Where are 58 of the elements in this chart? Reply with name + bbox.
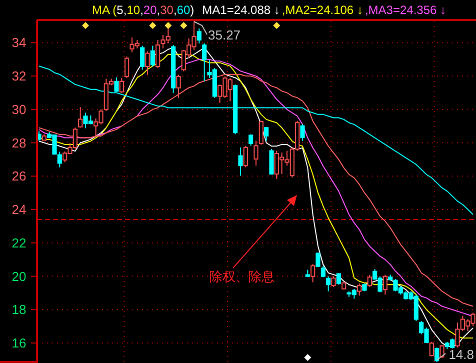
candlestick [382, 274, 388, 296]
candlestick [42, 134, 46, 142]
candlestick [388, 274, 393, 282]
candlestick [342, 282, 346, 290]
y-tick-label: 16 [12, 336, 26, 351]
candlestick [176, 74, 181, 98]
candlestick [429, 341, 434, 357]
y-tick-label: 18 [12, 302, 26, 318]
y-tick-label: 30 [12, 102, 26, 117]
candlestick [357, 283, 362, 296]
candlestick [171, 44, 176, 94]
candlestick [300, 124, 305, 142]
text: MA1=24.088 ↓ [202, 3, 280, 17]
text: ,MA3=24.356 ↓ [364, 3, 446, 17]
candlestick [156, 40, 160, 69]
text: ,MA2=24.106 ↓ [282, 3, 363, 17]
candlestick [336, 272, 341, 286]
candlestick [434, 346, 440, 362]
candlestick [362, 283, 367, 292]
candlestick [140, 45, 145, 70]
candlestick [316, 252, 320, 268]
text: MA (5,10,20,30,60) [92, 3, 194, 17]
candlestick [119, 78, 124, 94]
candlestick [202, 42, 207, 82]
candlestick [196, 28, 202, 44]
line-series [38, 66, 474, 216]
y-tick-label: 26 [12, 168, 26, 184]
candlestick [150, 45, 155, 68]
candlestick [305, 269, 310, 277]
candlestick [326, 276, 331, 292]
candlestick [248, 134, 254, 146]
candlestick [440, 344, 444, 358]
candlestick [258, 120, 264, 146]
candlestick [310, 264, 316, 283]
candlestick [114, 76, 119, 92]
y-tick-label: 32 [12, 68, 26, 84]
candlestick [78, 106, 83, 128]
y-tick-label: 22 [12, 235, 26, 250]
y-tick-label: 34 [12, 35, 26, 50]
candlestick [233, 84, 238, 135]
annotation: 35.27 [208, 28, 241, 42]
candlestick [264, 126, 269, 142]
candlestick [124, 56, 130, 79]
annotation: 除权、除息 [210, 269, 274, 284]
annotation: 14.8 [448, 347, 474, 362]
candlestick [57, 151, 62, 168]
candlestick [238, 146, 243, 176]
candlestick [320, 265, 326, 278]
y-tick-label: 28 [12, 135, 26, 150]
candlestick [331, 276, 336, 288]
candlestick [269, 148, 274, 176]
candlestick [37, 130, 42, 142]
y-tick-label: 20 [12, 268, 26, 284]
candlestick [145, 51, 150, 76]
candlestick [367, 274, 372, 288]
y-tick-label: 24 [12, 202, 26, 218]
candlestick [243, 145, 248, 168]
candlestick [254, 140, 258, 166]
